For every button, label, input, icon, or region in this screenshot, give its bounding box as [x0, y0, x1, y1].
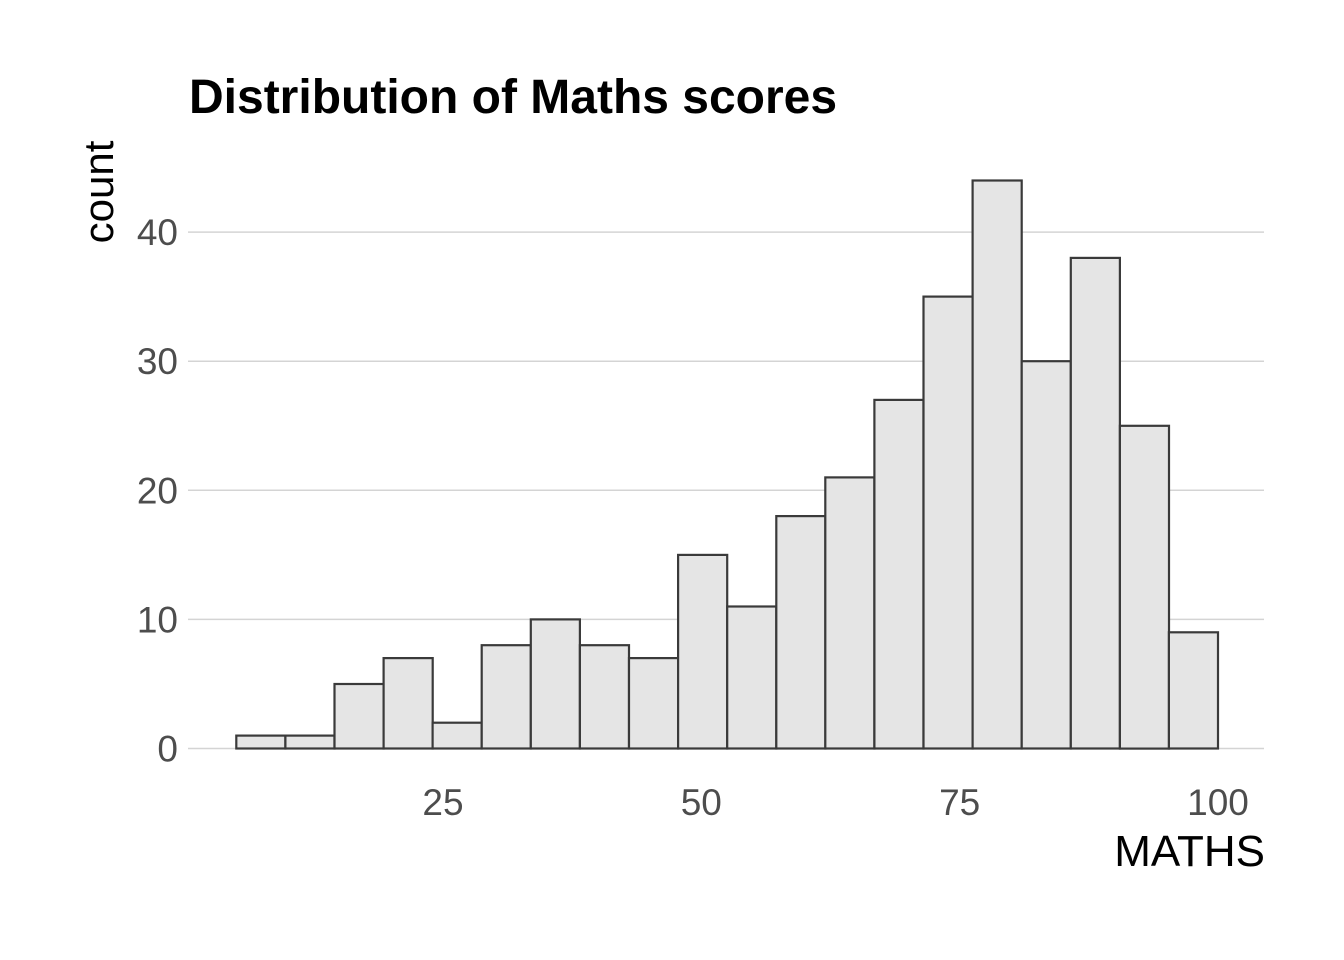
histogram-bar	[1118, 424, 1171, 750]
histogram-bar	[529, 618, 581, 750]
x-tick-label: 100	[1187, 782, 1249, 823]
x-axis-title: MATHS	[1114, 827, 1265, 876]
histogram-bar	[382, 656, 434, 750]
histogram-bar	[578, 644, 631, 750]
histogram-bar	[775, 514, 827, 750]
histogram-bar	[284, 734, 336, 750]
x-tick-label: 25	[422, 782, 463, 823]
histogram-bar	[1167, 631, 1220, 750]
y-tick-label: 40	[137, 212, 178, 253]
histogram-bar	[1020, 360, 1072, 750]
histogram-bar	[333, 682, 385, 750]
histogram-bar	[676, 553, 729, 750]
histogram-bar	[922, 295, 974, 750]
histogram-bar	[431, 721, 483, 750]
chart-title: Distribution of Maths scores	[189, 71, 837, 124]
y-tick-label: 30	[137, 341, 178, 382]
histogram-bars	[235, 179, 1220, 750]
y-tick-label: 10	[137, 599, 178, 640]
histogram-bar	[1069, 256, 1122, 750]
histogram-bar	[971, 179, 1023, 750]
histogram-bar	[627, 656, 680, 750]
x-tick-label: 50	[681, 782, 722, 823]
x-tick-label: 75	[939, 782, 980, 823]
y-axis-tick-labels: 0 10 20 30 40	[137, 212, 178, 769]
histogram-bar	[726, 605, 778, 750]
histogram-bar	[235, 734, 287, 750]
histogram-bar	[873, 398, 925, 750]
y-tick-label: 20	[137, 470, 178, 511]
y-axis-title: count	[75, 140, 122, 243]
x-axis-tick-labels: 25 50 75 100	[422, 782, 1248, 823]
histogram-bar	[480, 644, 532, 750]
y-tick-label: 0	[157, 729, 178, 770]
histogram-bar	[824, 476, 876, 750]
